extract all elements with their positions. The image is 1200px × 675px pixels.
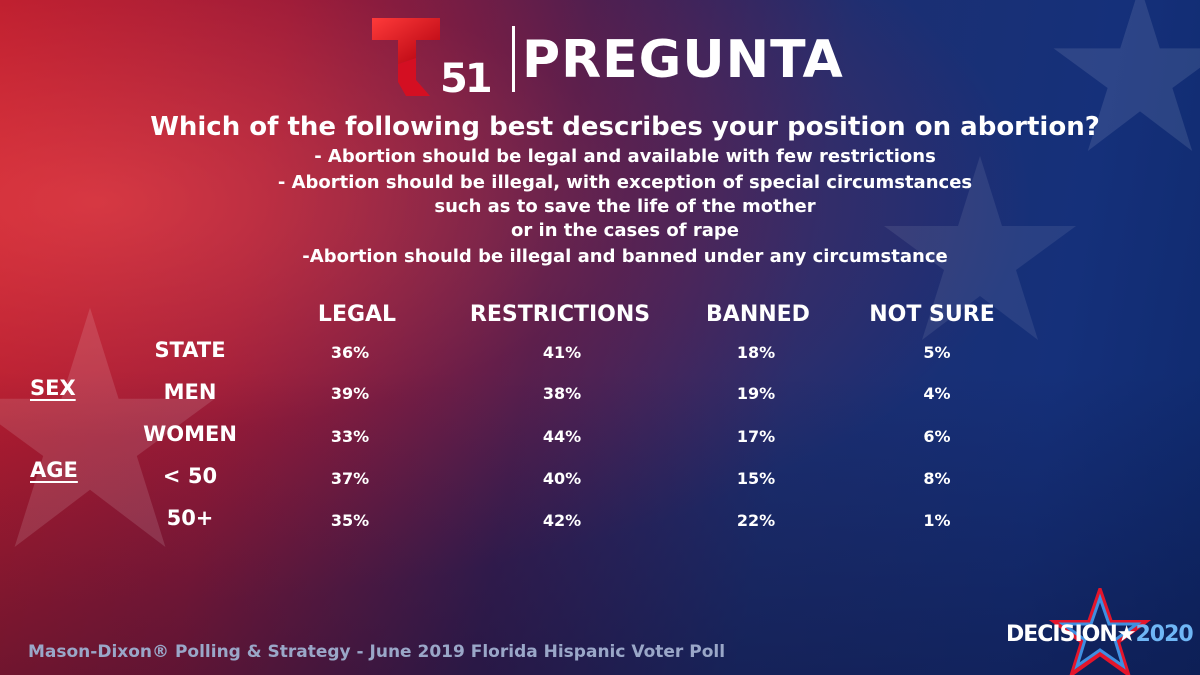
table-cell: 18% — [736, 343, 776, 362]
table-cell: 44% — [542, 427, 582, 446]
answer-option: - Abortion should be legal and available… — [314, 146, 936, 167]
table-cell: 1% — [923, 511, 951, 530]
table-cell: 8% — [923, 469, 951, 488]
logo-number: 51 — [440, 56, 493, 102]
table-cell: 6% — [923, 427, 951, 446]
background-star-icon — [1053, 0, 1200, 151]
question-title: Which of the following best describes yo… — [150, 112, 1100, 142]
answer-option: -Abortion should be illegal and banned u… — [302, 246, 948, 267]
badge-year: 2020 — [1135, 622, 1194, 647]
table-cell: 41% — [542, 343, 582, 362]
table-cell: 19% — [736, 384, 776, 403]
table-cell: 22% — [736, 511, 776, 530]
background-star-icon — [884, 156, 1076, 340]
table-cell: 42% — [542, 511, 582, 530]
table-cell: 38% — [542, 384, 582, 403]
table-cell: 35% — [330, 511, 370, 530]
header-divider — [512, 26, 515, 92]
row-label-50-plus: 50+ — [166, 506, 214, 530]
decision-2020-badge: DECISION★2020 — [1006, 622, 1194, 647]
table-cell: 5% — [923, 343, 951, 362]
answer-option: or in the cases of rape — [511, 220, 739, 241]
background-star-icon — [0, 307, 215, 547]
table-cell: 36% — [330, 343, 370, 362]
source-footnote: Mason-Dixon® Polling & Strategy - June 2… — [28, 642, 726, 662]
column-header-legal: LEGAL — [317, 302, 397, 327]
column-header-restrictions: RESTRICTIONS — [469, 302, 651, 327]
row-label-women: WOMEN — [143, 422, 237, 446]
row-label-state: STATE — [154, 338, 226, 362]
table-cell: 33% — [330, 427, 370, 446]
telemundo-t-icon — [372, 18, 440, 96]
table-cell: 15% — [736, 469, 776, 488]
row-label-under-50: < 50 — [162, 464, 218, 488]
row-label-men: MEN — [163, 380, 217, 404]
table-cell: 39% — [330, 384, 370, 403]
answer-option: - Abortion should be illegal, with excep… — [277, 172, 973, 193]
table-cell: 37% — [330, 469, 370, 488]
column-header-not-sure: NOT SURE — [869, 302, 995, 327]
answer-option: such as to save the life of the mother — [434, 196, 816, 217]
decision-2020-star-icon — [1048, 588, 1152, 675]
group-label-age: AGE — [30, 458, 78, 482]
badge-word: DECISION — [1006, 622, 1118, 647]
table-cell: 40% — [542, 469, 582, 488]
table-cell: 17% — [736, 427, 776, 446]
column-header-banned: BANNED — [706, 302, 810, 327]
table-cell: 4% — [923, 384, 951, 403]
header-title: PREGUNTA — [522, 30, 844, 90]
group-label-sex: SEX — [30, 376, 76, 400]
badge-star-icon: ★ — [1116, 622, 1137, 647]
